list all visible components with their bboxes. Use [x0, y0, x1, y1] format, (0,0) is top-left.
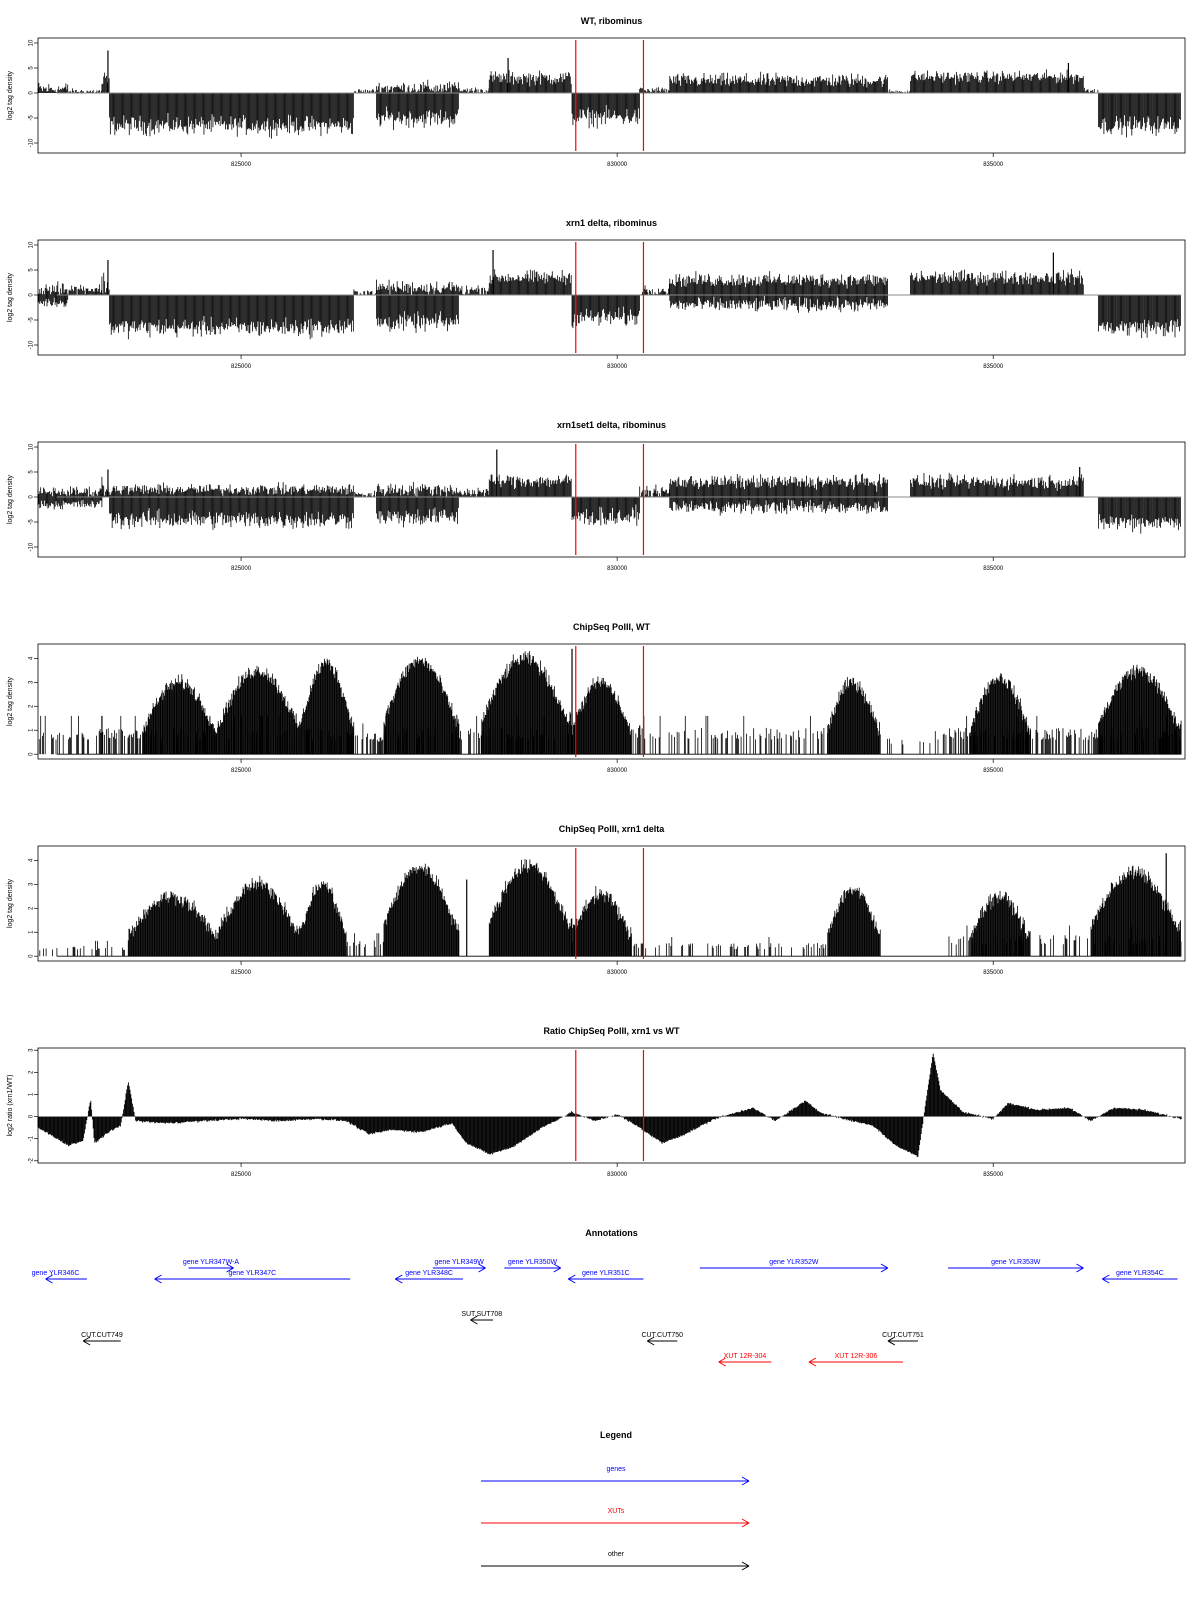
- chart-panel-2: xrn1 delta, ribominus -10 -5 0 5 10 log2 tag d…: [7, 218, 1185, 370]
- x-tick-label: 835000: [983, 364, 1004, 370]
- data-marks: [38, 51, 1181, 139]
- y-tick-label: 5: [29, 470, 35, 474]
- y-axis: -10 -5 0 5 10 log2 tag density: [7, 39, 38, 147]
- y-tick-label: 10: [29, 39, 35, 46]
- x-axis: 825000 830000 835000: [231, 153, 1004, 168]
- y-tick-label: 5: [29, 66, 35, 70]
- y-tick-label: 0: [29, 293, 35, 297]
- panel-title: xrn1set1 delta, ribominus: [557, 420, 666, 430]
- x-tick-label: 835000: [983, 566, 1004, 572]
- y-axis: -10 -5 0 5 10 log2 tag density: [7, 443, 38, 551]
- x-tick-label: 830000: [607, 566, 628, 572]
- chart-panel-1: WT, ribominus -10 -5 0 5 10 log2 tag density 82…: [7, 16, 1185, 168]
- y-axis: -10 -5 0 5 10 log2 tag density: [7, 241, 38, 349]
- y-tick-label: -5: [29, 317, 35, 323]
- y-axis-label: log2 tag density: [7, 70, 14, 120]
- x-tick-label: 825000: [231, 364, 252, 370]
- x-axis: 825000 830000 835000: [231, 557, 1004, 572]
- y-axis-label: log2 tag density: [7, 272, 14, 322]
- x-tick-label: 835000: [983, 162, 1004, 168]
- x-tick-label: 830000: [607, 364, 628, 370]
- y-axis-label: log2 tag density: [7, 474, 14, 524]
- x-tick-label: 825000: [231, 566, 252, 572]
- x-axis: 825000 830000 835000: [231, 355, 1004, 370]
- panel-title: ChipSeq PolII, WT: [573, 622, 650, 632]
- y-tick-label: -10: [29, 542, 35, 551]
- data-marks: [38, 649, 1181, 754]
- y-tick-label: -10: [29, 138, 35, 147]
- y-tick-label: -5: [29, 115, 35, 121]
- y-tick-label: 0: [29, 91, 35, 95]
- data-marks: [38, 450, 1181, 534]
- y-tick-label: -5: [29, 519, 35, 525]
- y-tick-label: -10: [29, 340, 35, 349]
- x-tick-label: 825000: [231, 162, 252, 168]
- y-tick-label: 5: [29, 268, 35, 272]
- panel-title: WT, ribominus: [581, 16, 643, 26]
- y-tick-label: 0: [29, 495, 35, 499]
- y-tick-label: 10: [29, 443, 35, 450]
- chart-panel-3: xrn1set1 delta, ribominus -10 -5 0 5 10 log2 t…: [7, 420, 1185, 572]
- y-tick-label: 10: [29, 241, 35, 248]
- data-marks: [38, 250, 1181, 339]
- panel-title: xrn1 delta, ribominus: [566, 218, 657, 228]
- x-tick-label: 830000: [607, 162, 628, 168]
